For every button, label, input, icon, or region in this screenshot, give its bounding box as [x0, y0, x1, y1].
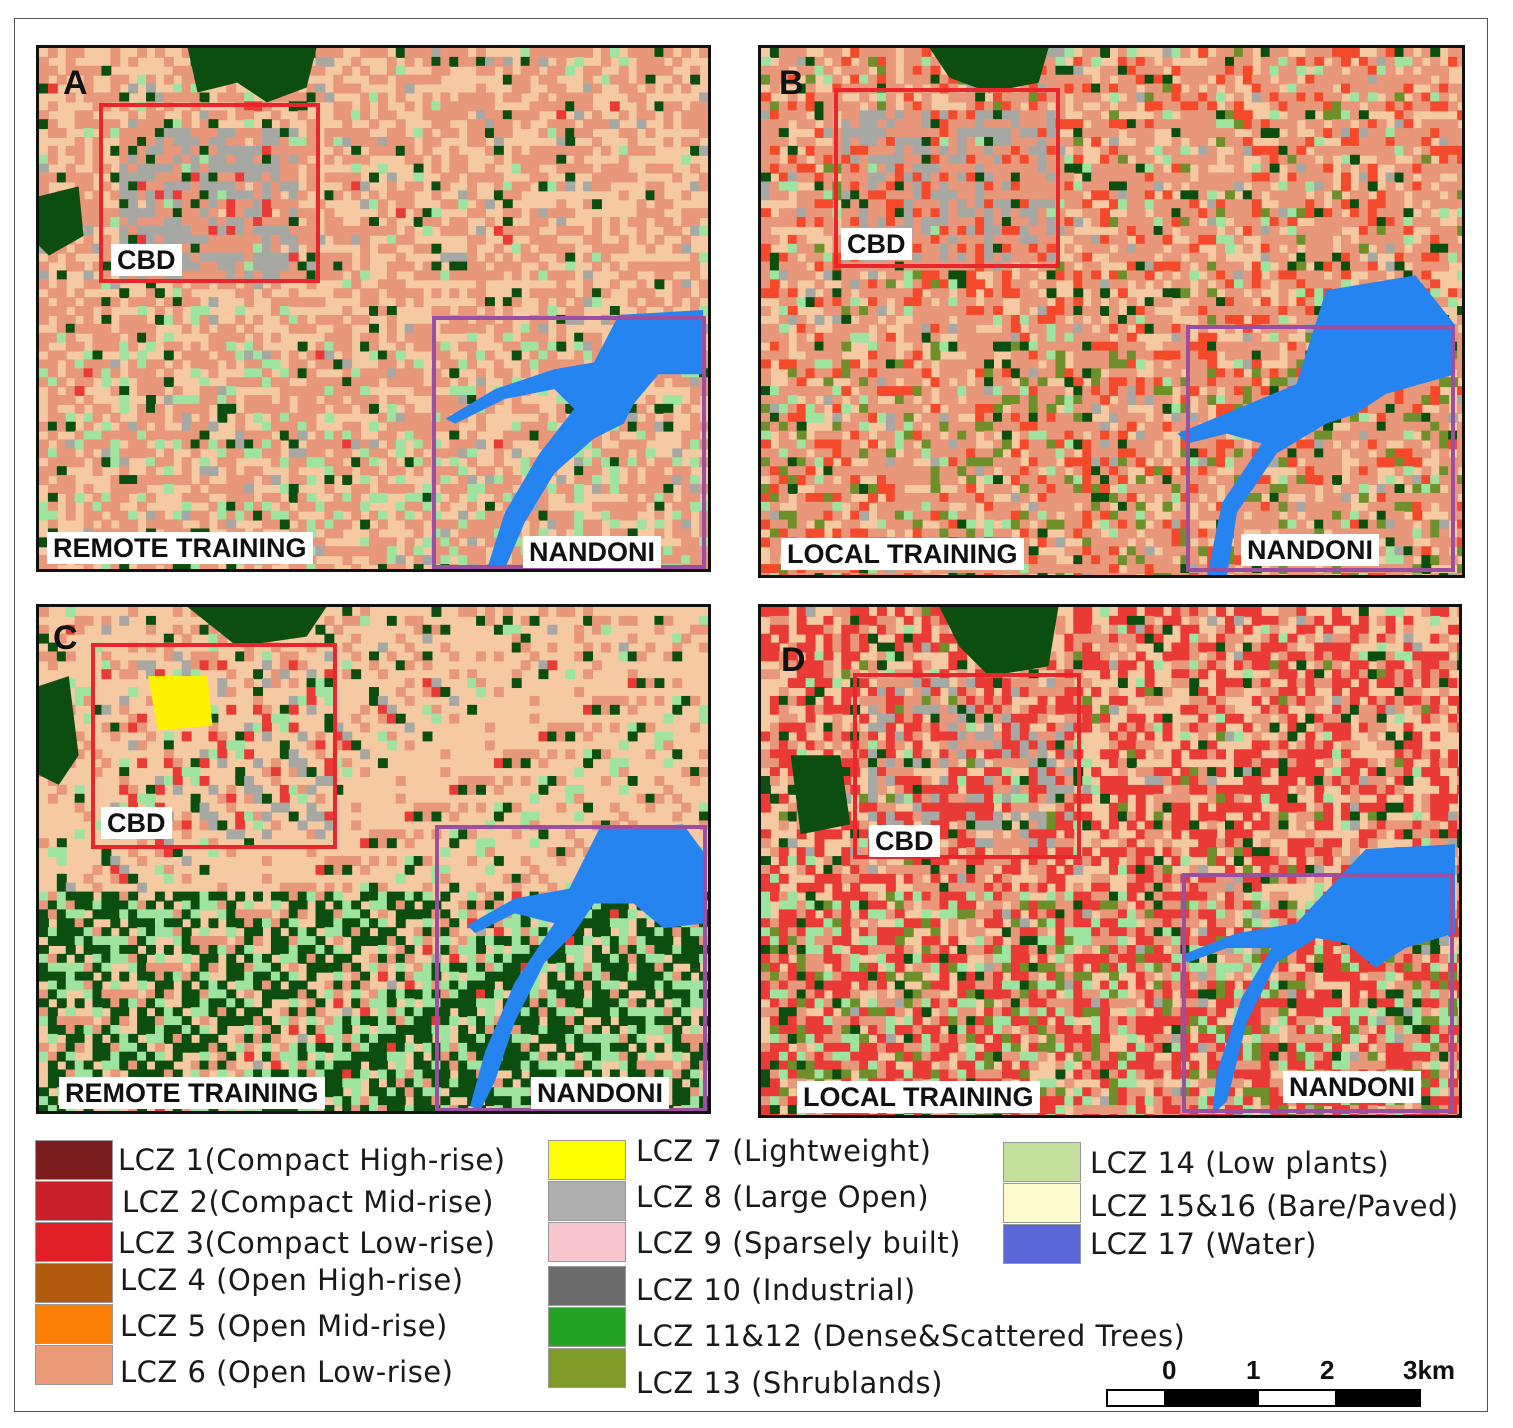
training-label: LOCAL TRAINING	[781, 538, 1024, 570]
cbd-label: CBD	[101, 807, 172, 839]
legend-swatch-lcz1	[35, 1140, 113, 1180]
scale-tick-1: 1	[1246, 1355, 1261, 1385]
legend-label-lcz8: LCZ 8 (Large Open)	[636, 1180, 930, 1214]
cbd-box	[853, 673, 1081, 859]
legend-swatch-lcz5	[35, 1304, 113, 1344]
nandoni-label: NANDONI	[1283, 1071, 1421, 1103]
legend-label-lcz5: LCZ 5 (Open Mid-rise)	[120, 1309, 448, 1343]
legend-swatch-lcz9	[548, 1222, 626, 1262]
legend-label-lcz1: LCZ 1(Compact High-rise)	[118, 1143, 506, 1177]
map-panel-d: D CBD NANDONI LOCAL TRAINING	[758, 604, 1462, 1118]
nandoni-box	[432, 316, 706, 569]
legend-label-lcz15-16: LCZ 15&16 (Bare/Paved)	[1090, 1189, 1459, 1223]
scale-tick-3km: 3km	[1403, 1355, 1456, 1385]
legend-label-lcz4: LCZ 4 (Open High-rise)	[120, 1263, 464, 1297]
legend-swatch-lcz4	[35, 1263, 113, 1303]
legend-label-lcz6: LCZ 6 (Open Low-rise)	[120, 1355, 454, 1389]
nandoni-label: NANDONI	[523, 536, 661, 568]
scale-segment	[1257, 1389, 1337, 1407]
map-panel-a: A CBD NANDONI REMOTE TRAINING	[36, 45, 711, 572]
nandoni-label: NANDONI	[1241, 534, 1379, 566]
legend-label-lcz14: LCZ 14 (Low plants)	[1090, 1146, 1390, 1180]
panel-letter: D	[781, 641, 806, 679]
legend-swatch-lcz15-16	[1003, 1183, 1081, 1223]
scale-segment	[1335, 1389, 1421, 1407]
legend-swatch-lcz3	[35, 1222, 113, 1262]
scale-segment	[1106, 1389, 1166, 1407]
cbd-label: CBD	[869, 825, 940, 857]
legend-label-lcz17: LCZ 17 (Water)	[1090, 1227, 1317, 1261]
legend-swatch-lcz2	[35, 1181, 113, 1221]
nandoni-box	[1186, 325, 1455, 572]
map-panel-b: B CBD NANDONI LOCAL TRAINING	[758, 45, 1465, 578]
lcz-map-c	[39, 607, 708, 1111]
cbd-box	[99, 103, 320, 283]
legend-swatch-lcz6	[35, 1345, 113, 1385]
cbd-box	[91, 643, 337, 849]
cbd-label: CBD	[111, 244, 182, 276]
panel-letter: A	[63, 64, 88, 102]
legend-swatch-lcz13	[548, 1348, 626, 1388]
legend-swatch-lcz17	[1003, 1224, 1081, 1264]
training-label: REMOTE TRAINING	[47, 532, 313, 564]
panel-letter: C	[53, 619, 78, 657]
training-label: REMOTE TRAINING	[59, 1077, 325, 1109]
cbd-label: CBD	[841, 228, 912, 260]
legend-label-lcz7: LCZ 7 (Lightweight)	[636, 1134, 932, 1168]
scale-tick-2: 2	[1320, 1355, 1335, 1385]
legend-swatch-lcz7	[548, 1140, 626, 1180]
legend-label-lcz10: LCZ 10 (Industrial)	[636, 1273, 916, 1307]
legend-label-lcz3: LCZ 3(Compact Low-rise)	[118, 1226, 496, 1260]
scale-tick-0: 0	[1162, 1355, 1177, 1385]
scale-segment	[1164, 1389, 1259, 1407]
figure-frame	[14, 18, 1488, 1412]
legend-swatch-lcz8	[548, 1181, 626, 1221]
legend-label-lcz11-12: LCZ 11&12 (Dense&Scattered Trees)	[636, 1319, 1186, 1353]
legend-label-lcz13: LCZ 13 (Shrublands)	[636, 1366, 943, 1400]
nandoni-box	[435, 825, 707, 1111]
legend-label-lcz2: LCZ 2(Compact Mid-rise)	[122, 1185, 494, 1219]
legend-label-lcz9: LCZ 9 (Sparsely built)	[636, 1226, 961, 1260]
nandoni-label: NANDONI	[531, 1077, 669, 1109]
panel-letter: B	[779, 64, 804, 102]
lcz-map-a	[39, 48, 708, 569]
legend-swatch-lcz11-12	[548, 1307, 626, 1347]
cbd-box	[834, 88, 1060, 268]
training-label: LOCAL TRAINING	[797, 1081, 1040, 1113]
legend-swatch-lcz10	[548, 1266, 626, 1306]
legend-swatch-lcz14	[1003, 1142, 1081, 1182]
map-panel-c: C CBD NANDONI REMOTE TRAINING	[36, 604, 711, 1114]
nandoni-box	[1182, 873, 1454, 1113]
